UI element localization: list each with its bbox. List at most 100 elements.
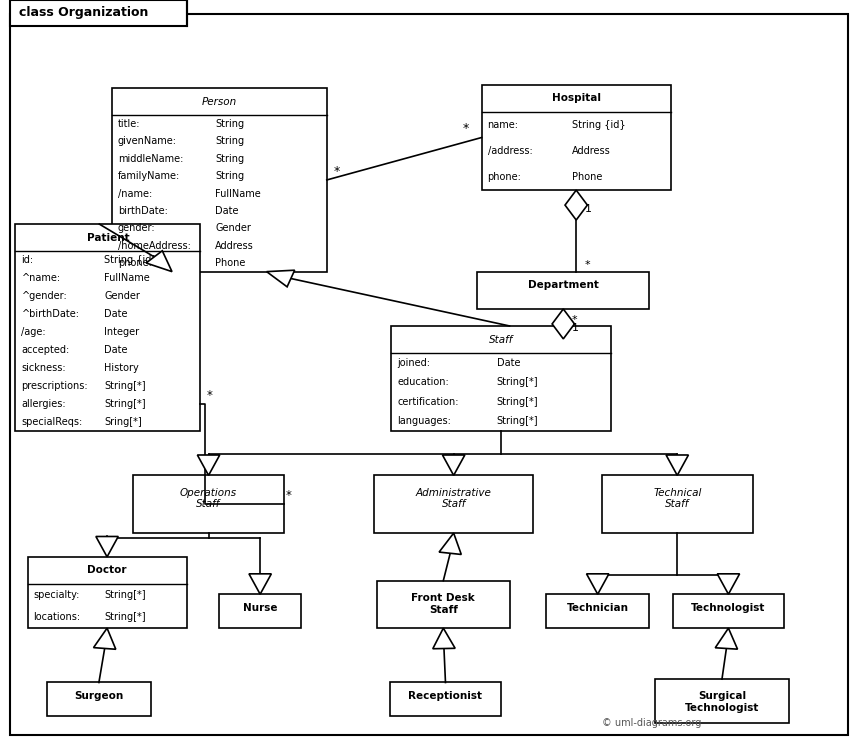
Text: String[*]: String[*] <box>104 399 146 409</box>
Text: givenName:: givenName: <box>118 137 177 146</box>
Text: Operations
Staff: Operations Staff <box>180 488 237 509</box>
Bar <box>391 326 611 431</box>
Text: Department: Department <box>528 280 599 291</box>
Text: locations:: locations: <box>34 612 81 622</box>
Text: phone:: phone: <box>488 172 521 182</box>
Bar <box>133 475 284 533</box>
Text: © uml-diagrams.org: © uml-diagrams.org <box>602 718 702 728</box>
Text: Technologist: Technologist <box>691 603 765 613</box>
Text: Surgical
Technologist: Surgical Technologist <box>685 692 759 713</box>
Bar <box>219 594 301 628</box>
Text: String[*]: String[*] <box>104 612 145 622</box>
Text: Doctor: Doctor <box>88 565 126 575</box>
Text: Phone: Phone <box>573 172 603 182</box>
Polygon shape <box>565 190 587 220</box>
Bar <box>390 683 501 716</box>
Text: gender:: gender: <box>118 223 156 233</box>
Text: education:: education: <box>397 377 449 388</box>
Polygon shape <box>197 455 220 475</box>
Text: *: * <box>572 314 578 324</box>
Text: specialReqs:: specialReqs: <box>22 418 83 427</box>
Text: Nurse: Nurse <box>243 603 278 613</box>
Bar <box>377 580 510 628</box>
Text: Hospital: Hospital <box>552 93 600 104</box>
Text: certification:: certification: <box>397 397 459 407</box>
Text: middleName:: middleName: <box>118 154 183 164</box>
Text: accepted:: accepted: <box>22 345 70 356</box>
Text: specialty:: specialty: <box>34 590 80 600</box>
Text: String[*]: String[*] <box>496 377 538 388</box>
Text: Person: Person <box>202 97 237 107</box>
Text: Receptionist: Receptionist <box>408 691 482 701</box>
Text: prescriptions:: prescriptions: <box>22 381 88 391</box>
Text: Address: Address <box>215 241 254 250</box>
Polygon shape <box>96 536 119 557</box>
Text: Gender: Gender <box>104 291 140 301</box>
Polygon shape <box>94 628 116 649</box>
Text: ^birthDate:: ^birthDate: <box>22 309 79 319</box>
Text: allergies:: allergies: <box>22 399 66 409</box>
Text: *: * <box>334 164 340 178</box>
Text: *: * <box>463 122 469 135</box>
Bar <box>47 683 150 716</box>
Text: FullName: FullName <box>104 273 150 283</box>
Polygon shape <box>439 533 461 554</box>
Bar <box>112 88 327 272</box>
Polygon shape <box>552 309 574 339</box>
Text: *: * <box>585 260 591 270</box>
Text: Gender: Gender <box>215 223 251 233</box>
Text: String[*]: String[*] <box>496 417 538 427</box>
Text: 1: 1 <box>572 323 579 332</box>
Text: String[*]: String[*] <box>496 397 538 407</box>
Text: String {id}: String {id} <box>104 255 158 265</box>
Polygon shape <box>433 628 455 648</box>
Text: name:: name: <box>488 120 519 130</box>
Text: Staff: Staff <box>488 335 513 344</box>
Text: Technical
Staff: Technical Staff <box>653 488 702 509</box>
Polygon shape <box>442 455 464 475</box>
Polygon shape <box>716 628 738 649</box>
Polygon shape <box>146 251 172 272</box>
Text: Address: Address <box>573 146 611 156</box>
Text: String: String <box>215 119 244 129</box>
Polygon shape <box>666 455 688 475</box>
Text: String: String <box>215 171 244 182</box>
Text: joined:: joined: <box>397 358 430 368</box>
Text: ^name:: ^name: <box>22 273 60 283</box>
Text: id:: id: <box>22 255 34 265</box>
Polygon shape <box>249 574 272 594</box>
Text: Patient: Patient <box>87 232 129 243</box>
Text: Administrative
Staff: Administrative Staff <box>415 488 492 509</box>
Bar <box>655 679 789 723</box>
Text: languages:: languages: <box>397 417 452 427</box>
Text: ^gender:: ^gender: <box>22 291 67 301</box>
Text: Phone: Phone <box>215 258 245 268</box>
Bar <box>602 475 752 533</box>
Polygon shape <box>717 574 740 594</box>
Text: class Organization: class Organization <box>19 7 148 19</box>
Text: 1: 1 <box>585 204 592 214</box>
Text: *: * <box>286 489 292 502</box>
Text: Date: Date <box>215 206 238 216</box>
Bar <box>482 85 671 190</box>
Text: familyName:: familyName: <box>118 171 180 182</box>
Text: *: * <box>206 388 212 402</box>
Text: phone:: phone: <box>118 258 151 268</box>
Text: Sring[*]: Sring[*] <box>104 418 142 427</box>
Polygon shape <box>587 574 609 594</box>
Text: Surgeon: Surgeon <box>74 691 124 701</box>
Text: String {id}: String {id} <box>573 120 626 130</box>
Text: String[*]: String[*] <box>104 381 146 391</box>
Text: String: String <box>215 137 244 146</box>
Bar <box>374 475 533 533</box>
Text: Date: Date <box>104 345 128 356</box>
Bar <box>10 0 187 26</box>
Text: String: String <box>215 154 244 164</box>
Bar <box>28 557 187 628</box>
Text: sickness:: sickness: <box>22 363 66 374</box>
Text: String[*]: String[*] <box>104 590 145 600</box>
Bar <box>15 224 200 431</box>
Text: Date: Date <box>496 358 520 368</box>
Bar <box>477 272 649 309</box>
Text: title:: title: <box>118 119 140 129</box>
